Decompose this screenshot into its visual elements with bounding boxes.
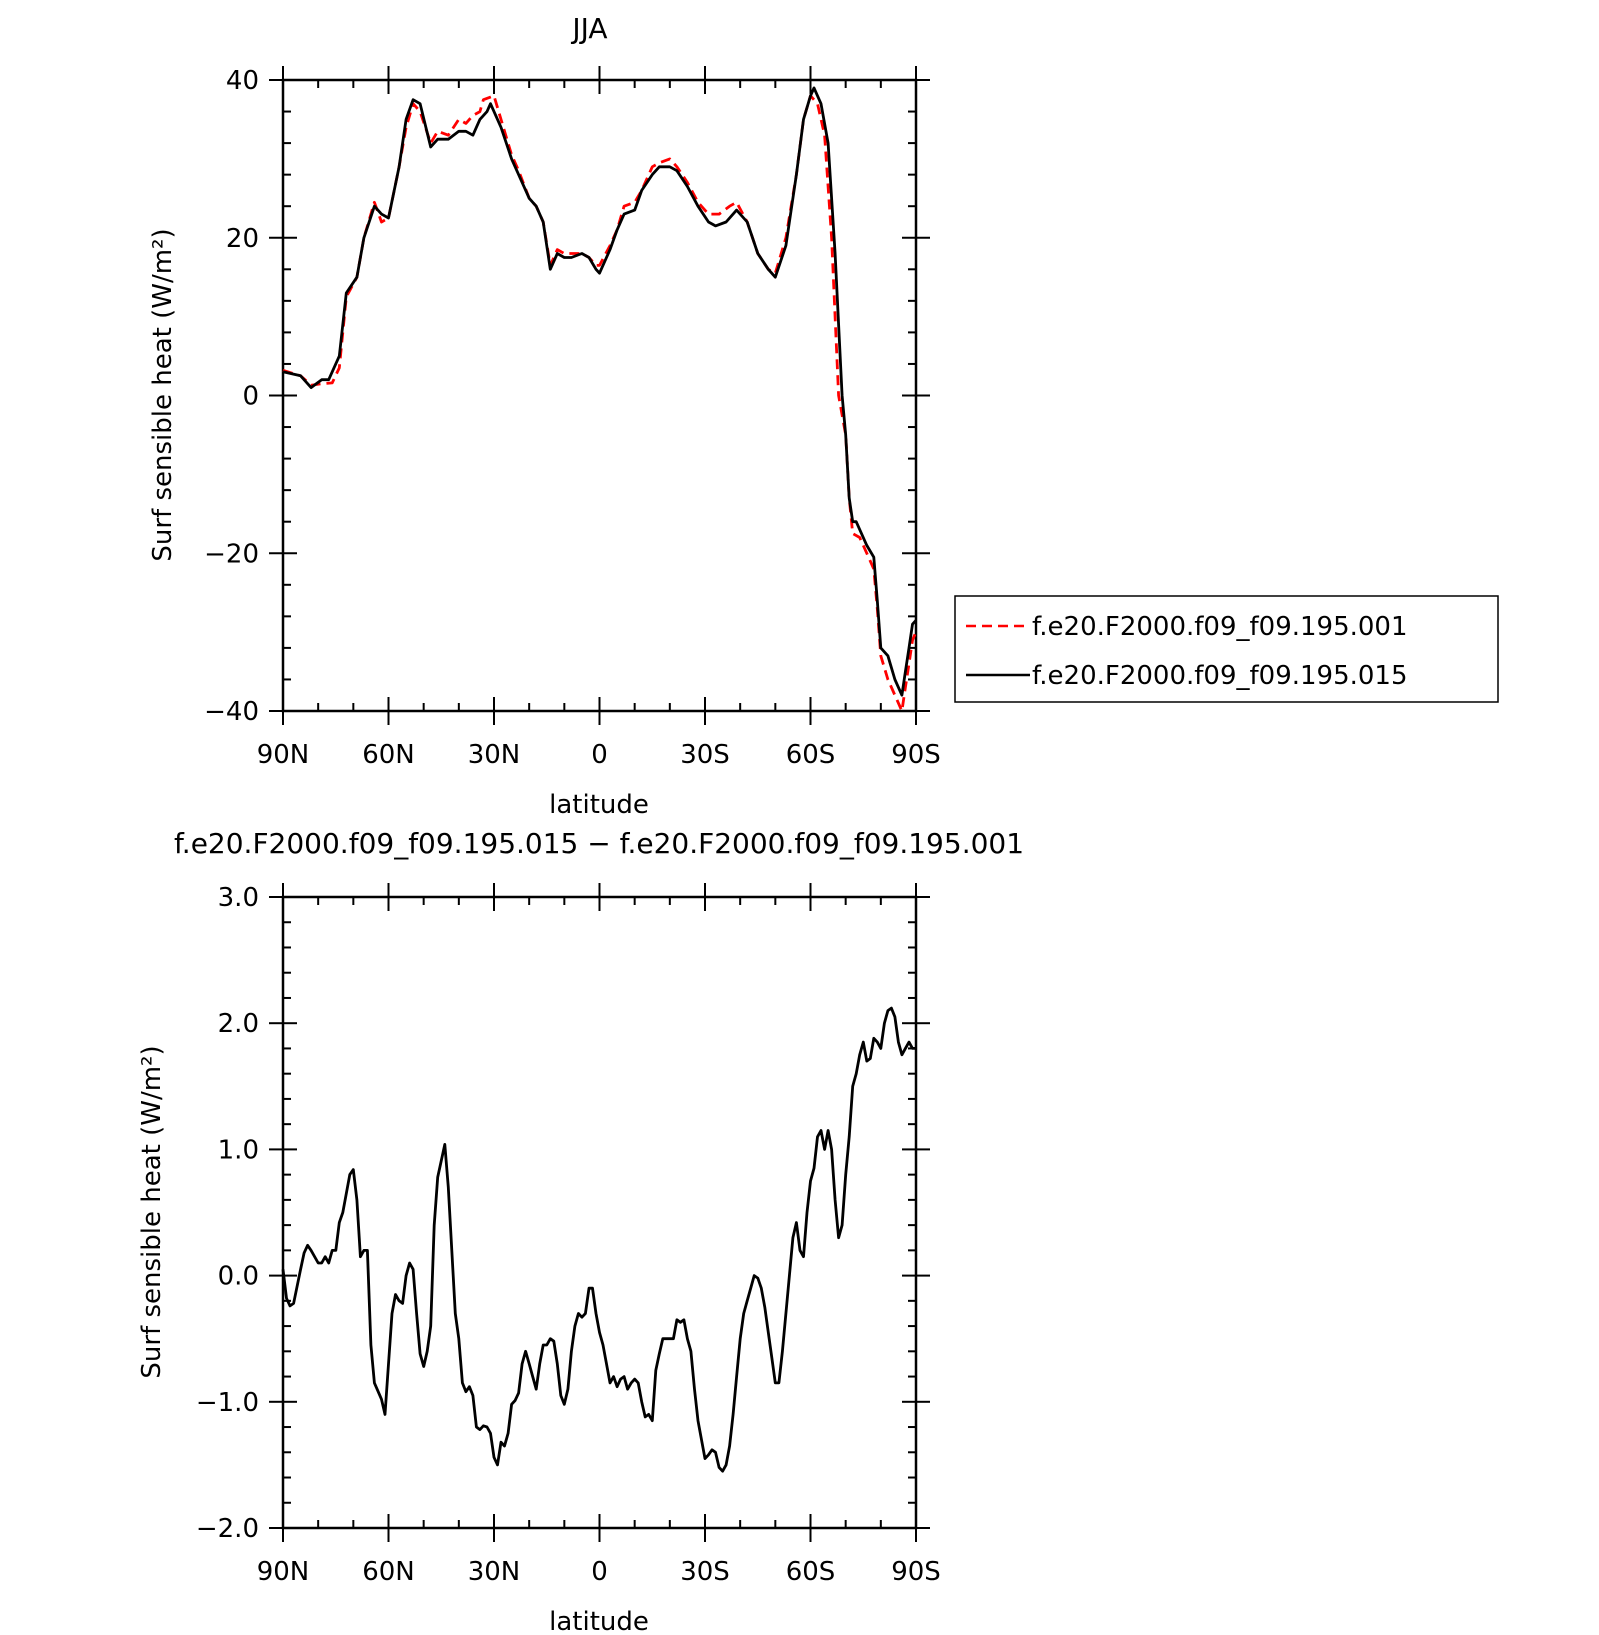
- top-series-line-0: [282, 94, 918, 713]
- bottom-ticks: [269, 883, 930, 1542]
- top-y-tick-label: 20: [226, 224, 259, 254]
- bottom-y-tick-label: 0.0: [218, 1262, 259, 1292]
- bottom-tick-labels: 90N 60N 30N 0 30S 60S 90S 3.0 2.0 1.0 0.0 −1.0 −2.0: [196, 883, 941, 1587]
- bottom-y-tick-label: −2.0: [196, 1514, 259, 1544]
- top-tick-labels: 90N 60N 30N 0 30S 60S 90S 40 20 0 −20 −40: [204, 66, 941, 770]
- bottom-x-axis-label: latitude: [549, 1607, 649, 1635]
- top-x-tick-label: 90N: [257, 740, 310, 770]
- bottom-y-tick-label: 3.0: [218, 883, 259, 913]
- top-ticks: [269, 66, 930, 725]
- bottom-x-tick-label: 60S: [786, 1557, 836, 1587]
- top-x-axis-label: latitude: [549, 790, 649, 820]
- top-y-tick-label: −40: [204, 697, 259, 727]
- top-y-tick-label: 40: [226, 66, 259, 96]
- bottom-x-tick-label: 0: [591, 1557, 608, 1587]
- top-x-tick-label: 30N: [468, 740, 521, 770]
- top-x-tick-label: 60S: [786, 740, 836, 770]
- top-x-tick-label: 60N: [362, 740, 415, 770]
- top-series-line-1: [282, 86, 918, 697]
- bottom-x-tick-label: 30N: [468, 1557, 521, 1587]
- top-series-lines: [282, 86, 918, 713]
- legend-label-001: f.e20.F2000.f09_f09.195.001: [1032, 612, 1408, 642]
- legend-label-015: f.e20.F2000.f09_f09.195.015: [1032, 661, 1408, 691]
- bottom-plot-frame: [281, 895, 918, 1530]
- bottom-panel: f.e20.F2000.f09_f09.195.015 − f.e20.F200…: [137, 827, 1024, 1635]
- bottom-y-tick-label: 1.0: [218, 1135, 259, 1165]
- top-chart-title: JJA: [570, 12, 607, 45]
- bottom-series-line-0: [281, 1006, 916, 1473]
- top-y-tick-label: −20: [204, 539, 259, 569]
- bottom-x-tick-label: 60N: [362, 1557, 415, 1587]
- top-panel: JJA 90N 60N 30N 0 30S 60S 90S 40 20 0 −20 −40 latit…: [148, 12, 941, 820]
- top-x-tick-label: 0: [591, 740, 608, 770]
- top-x-tick-label: 30S: [680, 740, 730, 770]
- bottom-x-tick-label: 30S: [680, 1557, 730, 1587]
- bottom-x-tick-label: 90N: [257, 1557, 310, 1587]
- top-plot-frame: [281, 78, 918, 713]
- top-x-tick-label: 90S: [891, 740, 941, 770]
- bottom-y-tick-label: −1.0: [196, 1388, 259, 1418]
- bottom-chart-title: f.e20.F2000.f09_f09.195.015 − f.e20.F200…: [174, 827, 1024, 860]
- legend-box: [954, 595, 1499, 703]
- top-y-axis-label: Surf sensible heat (W/m²): [148, 228, 178, 561]
- top-y-tick-label: 0: [242, 382, 259, 412]
- bottom-y-axis-label: Surf sensible heat (W/m²): [137, 1045, 167, 1378]
- bottom-y-tick-label: 2.0: [218, 1009, 259, 1039]
- bottom-series-lines: [281, 1006, 916, 1473]
- legend: f.e20.F2000.f09_f09.195.001 f.e20.F2000.…: [954, 595, 1499, 703]
- bottom-x-tick-label: 90S: [891, 1557, 941, 1587]
